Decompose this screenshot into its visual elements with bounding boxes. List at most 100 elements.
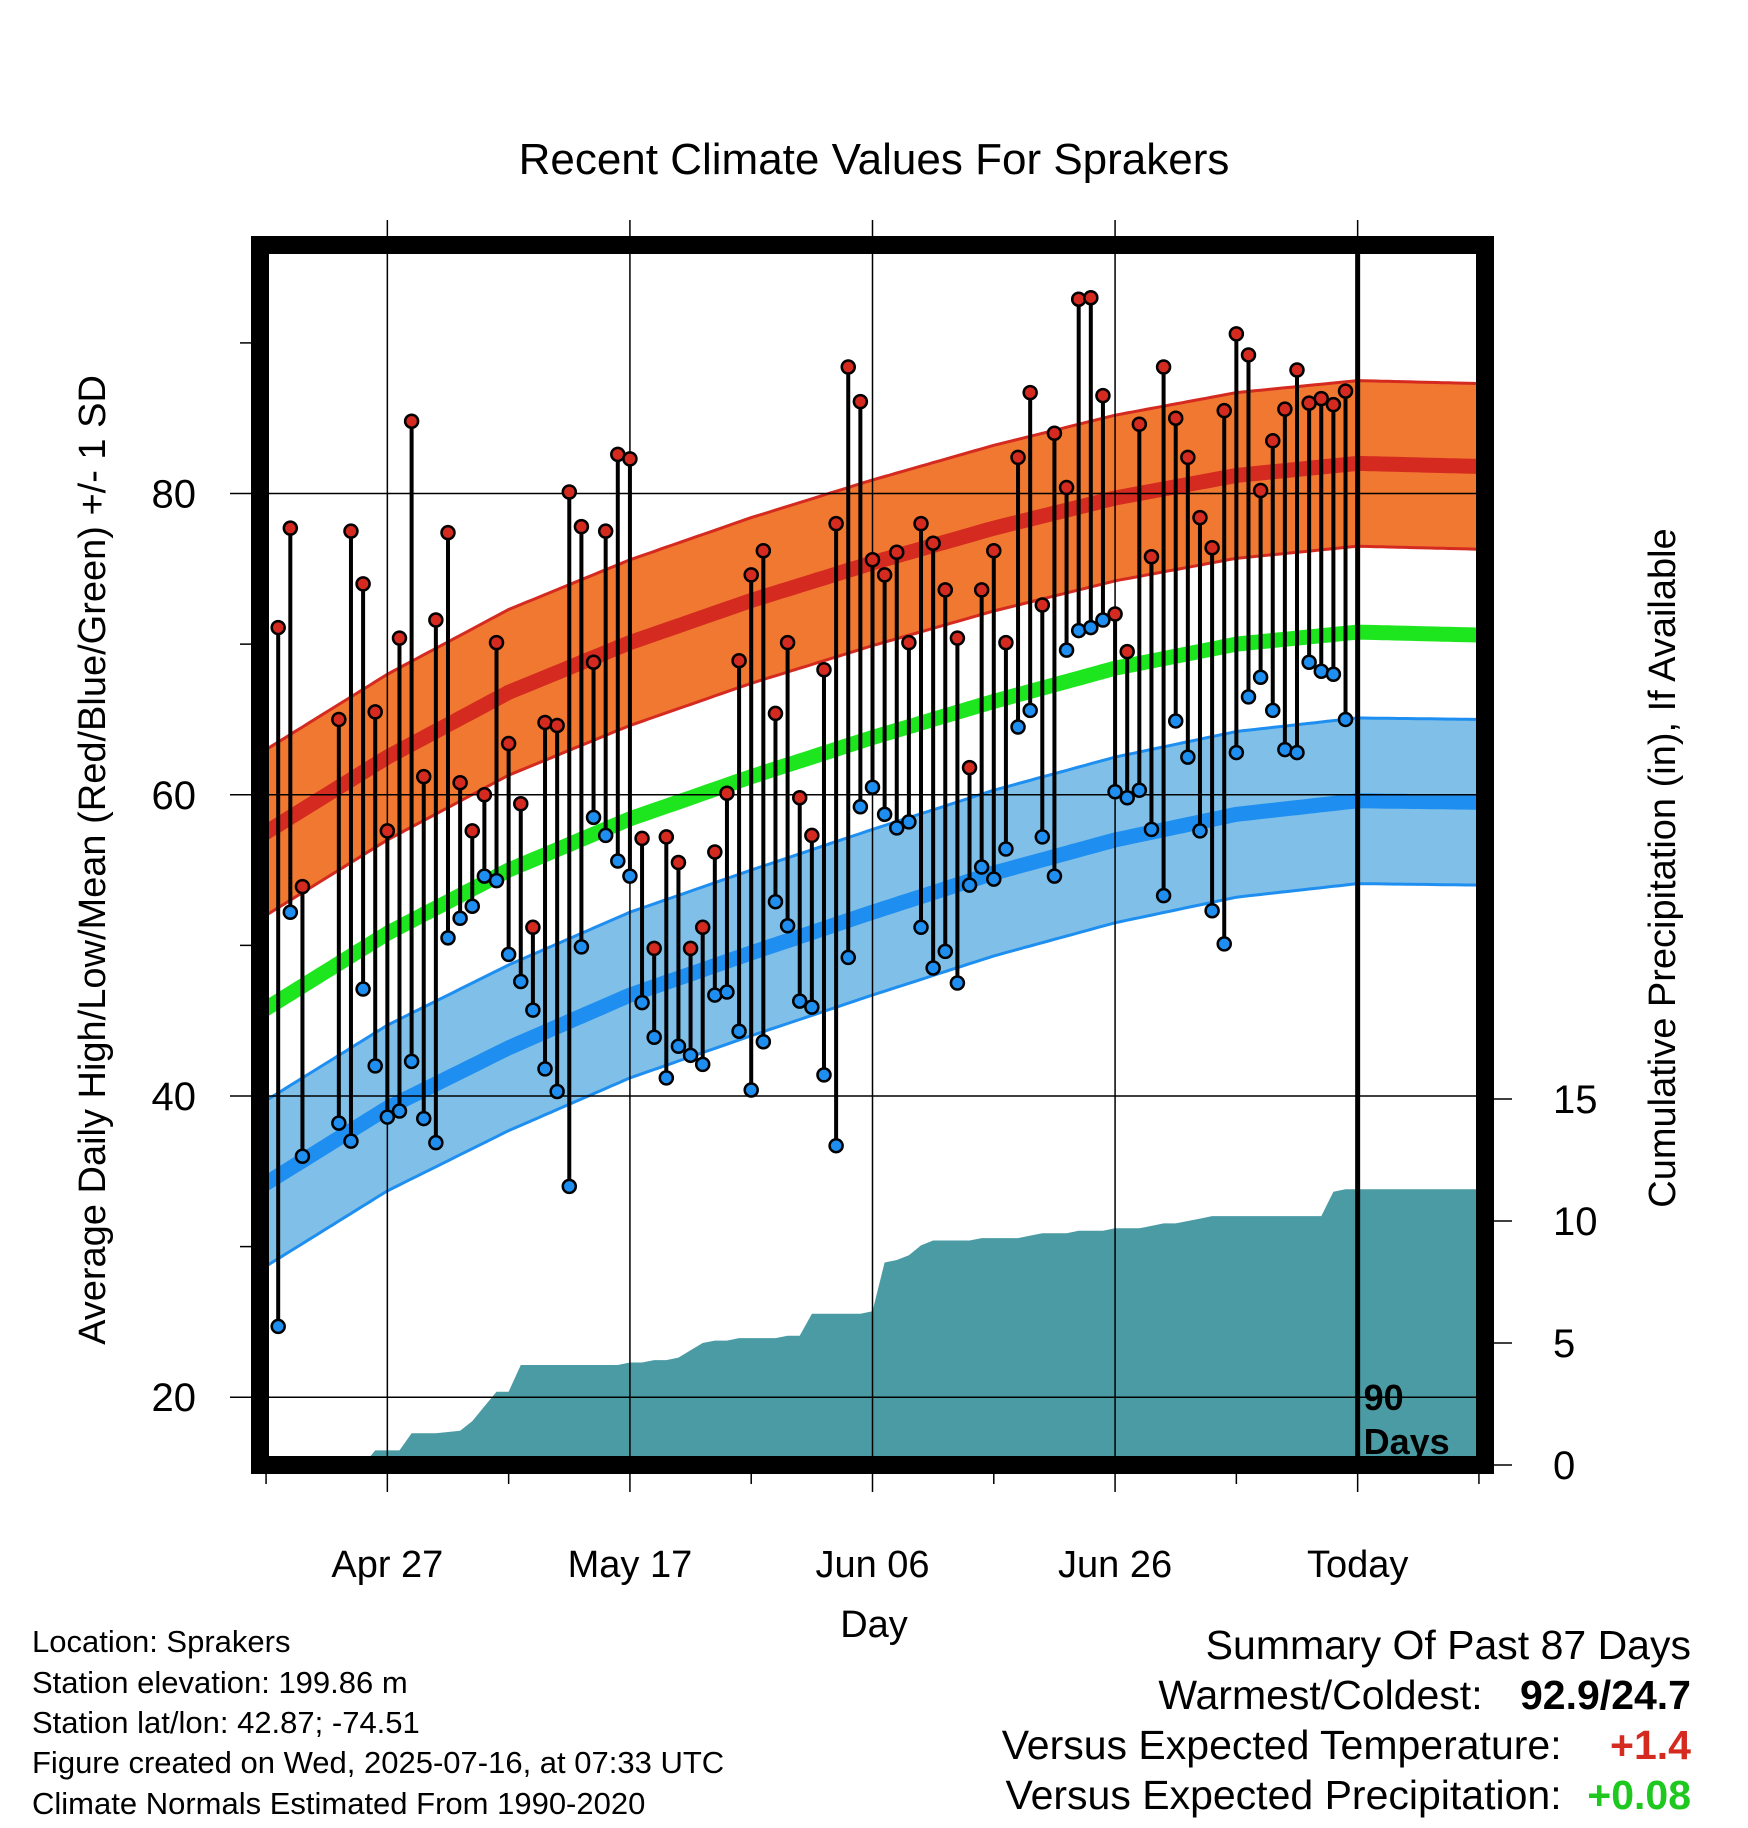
high-marker [731,652,747,669]
high-marker [1289,362,1305,378]
low-marker [864,779,881,795]
high-marker [876,567,893,583]
low-marker [1337,711,1354,728]
summary-title: Summary Of Past 87 Days [1205,1622,1691,1668]
low-marker [1010,719,1026,735]
high-marker [573,518,590,535]
high-marker [270,619,286,636]
low-marker [1155,887,1172,904]
high-marker [840,359,856,375]
high-marker [755,543,772,559]
low-marker [464,898,481,914]
low-marker [1131,782,1148,798]
low-marker [634,994,650,1011]
high-marker [646,940,662,957]
low-marker [755,1034,772,1050]
high-marker [694,919,711,936]
low-marker [1143,821,1160,838]
low-marker [816,1067,832,1083]
high-marker [889,544,905,561]
precip-anomaly-value: +0.08 [1587,1772,1691,1818]
high-marker [973,582,990,598]
low-marker [1228,744,1245,761]
high-marker [961,759,978,776]
high-marker [1034,597,1051,613]
high-marker [1155,359,1172,375]
temp-anomaly-label: Versus Expected Temperature: [1001,1722,1562,1768]
low-marker [731,1023,747,1039]
temp-anomaly-value: +1.4 [1610,1722,1691,1768]
y2-tick-label: 10 [1553,1200,1598,1244]
summary-precip-anomaly: Versus Expected Precipitation: +0.08 [1006,1772,1692,1819]
high-marker [1180,449,1196,466]
low-marker [1167,713,1184,729]
low-marker [622,868,638,884]
x-tick-label: Jun 26 [1058,1544,1172,1586]
high-marker [864,552,881,568]
high-marker [1167,410,1184,426]
y-tick-label: 40 [152,1075,197,1119]
high-marker [367,704,383,720]
low-marker [658,1070,675,1086]
precip-anomaly-label: Versus Expected Precipitation: [1005,1772,1562,1818]
high-marker [901,634,917,651]
low-marker [610,853,626,869]
low-marker [828,1137,844,1154]
high-marker [1107,606,1123,622]
low-marker [852,799,869,815]
low-marker [403,1053,420,1070]
high-marker [1252,482,1269,499]
high-normal-band [260,380,1485,916]
high-marker [379,823,396,839]
summary-temp-anomaly: Versus Expected Temperature: +1.4 [1002,1722,1691,1769]
low-marker [597,827,614,844]
low-marker [331,1115,347,1131]
low-marker [646,1029,662,1045]
high-marker [464,823,481,839]
high-marker [925,535,941,551]
y-tick-label: 20 [152,1376,197,1420]
high-marker [1204,539,1220,556]
low-marker [428,1134,444,1151]
high-marker [743,567,759,583]
low-marker [998,841,1014,857]
high-marker [1083,289,1099,306]
high-marker [415,768,432,785]
high-marker [779,634,796,651]
low-marker [452,910,468,927]
high-marker [500,735,517,752]
low-marker [804,999,820,1015]
y-axis-label: Average Daily High/Low/Mean (Red/Blue/Gr… [72,375,114,1345]
high-marker [949,630,966,646]
location-info: Location: Sprakers [32,1624,291,1659]
high-marker [791,790,808,806]
low-marker [270,1318,286,1335]
y2-tick-label: 5 [1553,1322,1575,1366]
high-marker [355,576,371,592]
low-marker [1264,702,1281,719]
low-marker [1034,829,1051,845]
low-marker [1083,619,1099,636]
high-marker [1010,449,1026,466]
low-marker [1107,783,1123,800]
high-marker [852,393,869,410]
low-marker [670,1038,687,1055]
high-marker [1277,401,1293,417]
low-marker [791,993,808,1009]
low-marker [1216,936,1232,952]
low-marker [949,975,966,991]
low-marker [694,1056,711,1073]
high-marker [634,830,650,847]
low-marker [876,806,893,823]
low-marker [682,1047,699,1064]
low-marker [937,943,954,960]
low-marker [415,1110,432,1127]
high-marker [913,515,929,532]
high-marker [1095,387,1111,404]
high-marker [294,878,311,895]
low-marker [779,918,796,934]
high-marker [331,711,347,728]
low-marker [500,946,517,963]
low-marker [1325,666,1342,683]
